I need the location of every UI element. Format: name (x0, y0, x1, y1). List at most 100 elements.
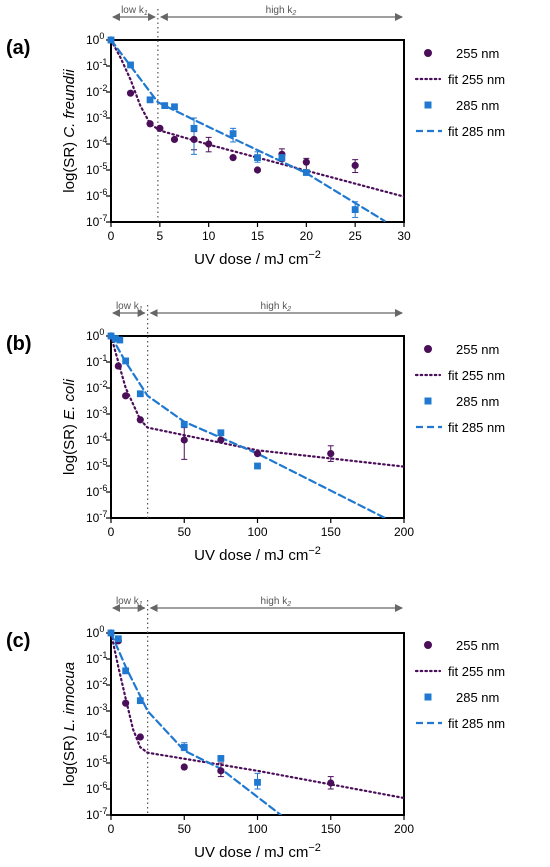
series-255-point (156, 124, 164, 132)
y-tick-label: 10-7 (86, 213, 107, 229)
y-tick-label: 10-4 (86, 728, 107, 744)
high-k-text: high k (261, 301, 289, 312)
high-k-subscript: 2 (286, 601, 291, 608)
series-285-point (107, 332, 115, 340)
x-axis-label-exponent: −2 (308, 842, 321, 854)
y-tick-base: 10 (86, 730, 100, 744)
x-axis-label-text: UV dose / mJ cm (194, 547, 308, 564)
series-255-point (170, 135, 179, 144)
y-tick-base: 10 (86, 485, 100, 499)
y-tick-exponent: -2 (99, 379, 107, 389)
x-axis-label: UV dose / mJ cm−2 (194, 545, 321, 564)
legend-255-marker (424, 49, 432, 57)
y-tick-exponent: -4 (99, 431, 107, 441)
series-255-point (253, 449, 262, 458)
x-tick-label: 200 (394, 525, 414, 539)
y-tick-exponent: -7 (99, 213, 107, 223)
y-tick-label: 10-4 (86, 431, 107, 447)
y-tick-label: 10-3 (86, 702, 107, 718)
series-285-point (111, 335, 119, 342)
series-285-point (161, 102, 169, 109)
y-tick-exponent: -1 (99, 57, 107, 67)
y-tick-exponent: -3 (99, 405, 107, 415)
series-285-point (114, 635, 122, 643)
y-tick-base: 10 (86, 808, 100, 822)
series-255-point (253, 166, 262, 174)
series-255-point (136, 733, 144, 741)
series-285-point (254, 778, 261, 786)
legend-285-marker (424, 397, 432, 405)
y-tick-base: 10 (86, 678, 100, 692)
x-tick-label: 100 (247, 822, 267, 836)
y-tick-base: 10 (86, 33, 100, 47)
low-k-label: low k1 (116, 301, 143, 313)
series-255-point (217, 436, 225, 444)
y-tick-exponent: -6 (99, 483, 107, 493)
y-tick-label: 10-4 (86, 135, 107, 151)
series-255-point (327, 779, 335, 787)
legend-label: 255 nm (456, 342, 499, 357)
y-tick-exponent: -6 (99, 780, 107, 790)
y-tick-label: 10-1 (86, 353, 107, 369)
y-tick-base: 10 (86, 85, 100, 99)
panel-label: (a) (6, 37, 30, 59)
legend-255-marker (424, 641, 432, 649)
x-axis-label-exponent: −2 (308, 545, 321, 557)
x-tick-label: 150 (321, 525, 341, 539)
legend-label: 285 nm (456, 690, 499, 705)
legend-label: 255 nm (456, 638, 499, 653)
legend-label: fit 285 nm (448, 420, 505, 435)
legend-285-marker (424, 693, 432, 701)
fit-285-line (111, 336, 387, 518)
y-tick-label: 100 (86, 327, 104, 343)
y-tick-exponent: -2 (99, 83, 107, 93)
y-tick-exponent: -4 (99, 135, 107, 145)
x-axis-label-exponent: −2 (308, 249, 321, 261)
y-tick-exponent: 0 (99, 327, 104, 337)
fit-285-line (111, 633, 282, 815)
high-k-text: high k (266, 5, 294, 16)
y-tick-base: 10 (86, 215, 100, 229)
x-tick-label: 0 (108, 525, 115, 539)
series-255-point (205, 140, 213, 148)
y-tick-base: 10 (86, 459, 100, 473)
legend-label: fit 255 nm (448, 72, 505, 87)
low-k-subscript: 1 (139, 601, 143, 608)
y-tick-base: 10 (86, 189, 100, 203)
y-tick-label: 10-2 (86, 676, 107, 692)
high-k-label: high k2 (261, 301, 292, 313)
low-k-text: low k (121, 5, 145, 16)
high-k-text: high k (261, 596, 289, 607)
y-tick-label: 10-5 (86, 754, 107, 770)
y-axis-label-prefix: log(SR) (61, 731, 78, 786)
series-285-point (107, 36, 115, 44)
high-k-subscript: 2 (286, 306, 291, 313)
y-tick-base: 10 (86, 652, 100, 666)
series-285-point (171, 103, 178, 111)
high-k-label: high k2 (261, 596, 292, 608)
fit-285-line (111, 40, 386, 222)
y-tick-base: 10 (86, 111, 100, 125)
y-axis-label: log(SR) E. coli (61, 378, 78, 475)
series-255-point (122, 392, 130, 400)
legend-285-marker (424, 101, 432, 109)
high-k-label: high k2 (266, 5, 297, 17)
series-285-point (180, 420, 188, 428)
y-tick-label: 10-6 (86, 483, 107, 499)
fit-255-line (111, 40, 404, 198)
y-axis-label-prefix: log(SR) (61, 420, 78, 475)
low-k-text: low k (116, 301, 140, 312)
low-k-label: low k1 (116, 596, 143, 608)
y-axis-label: log(SR) L. innocua (61, 662, 78, 786)
series-255-point (229, 153, 237, 162)
y-tick-base: 10 (86, 137, 100, 151)
series-285-point (146, 96, 154, 104)
series-255-point (114, 362, 122, 370)
x-tick-label: 0 (108, 229, 115, 243)
y-tick-label: 100 (86, 624, 104, 640)
y-tick-base: 10 (86, 782, 100, 796)
y-tick-exponent: -3 (99, 109, 107, 119)
legend-255-marker (424, 345, 432, 353)
x-tick-label: 30 (397, 229, 411, 243)
